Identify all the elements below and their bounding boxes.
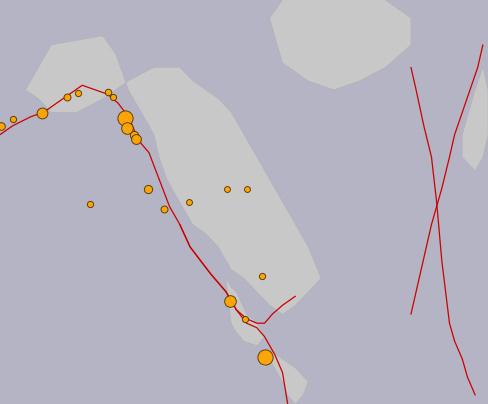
Point: [75, 90, 82, 97]
Point: [63, 93, 71, 100]
Point: [104, 89, 112, 95]
Point: [261, 354, 268, 360]
Point: [0, 122, 5, 129]
Polygon shape: [462, 67, 488, 170]
Point: [86, 201, 94, 208]
Point: [9, 116, 17, 122]
Point: [39, 110, 46, 116]
Point: [130, 131, 138, 138]
Point: [123, 125, 131, 131]
Polygon shape: [226, 278, 264, 346]
Point: [109, 93, 117, 100]
Point: [185, 199, 193, 205]
Point: [121, 114, 128, 121]
Point: [161, 206, 168, 212]
Point: [258, 273, 266, 279]
Point: [243, 185, 250, 192]
Polygon shape: [257, 350, 308, 404]
Polygon shape: [26, 36, 321, 314]
Point: [226, 297, 234, 304]
Point: [224, 185, 231, 192]
Point: [144, 186, 152, 193]
Polygon shape: [270, 0, 411, 90]
Point: [242, 316, 249, 322]
Point: [132, 136, 140, 142]
